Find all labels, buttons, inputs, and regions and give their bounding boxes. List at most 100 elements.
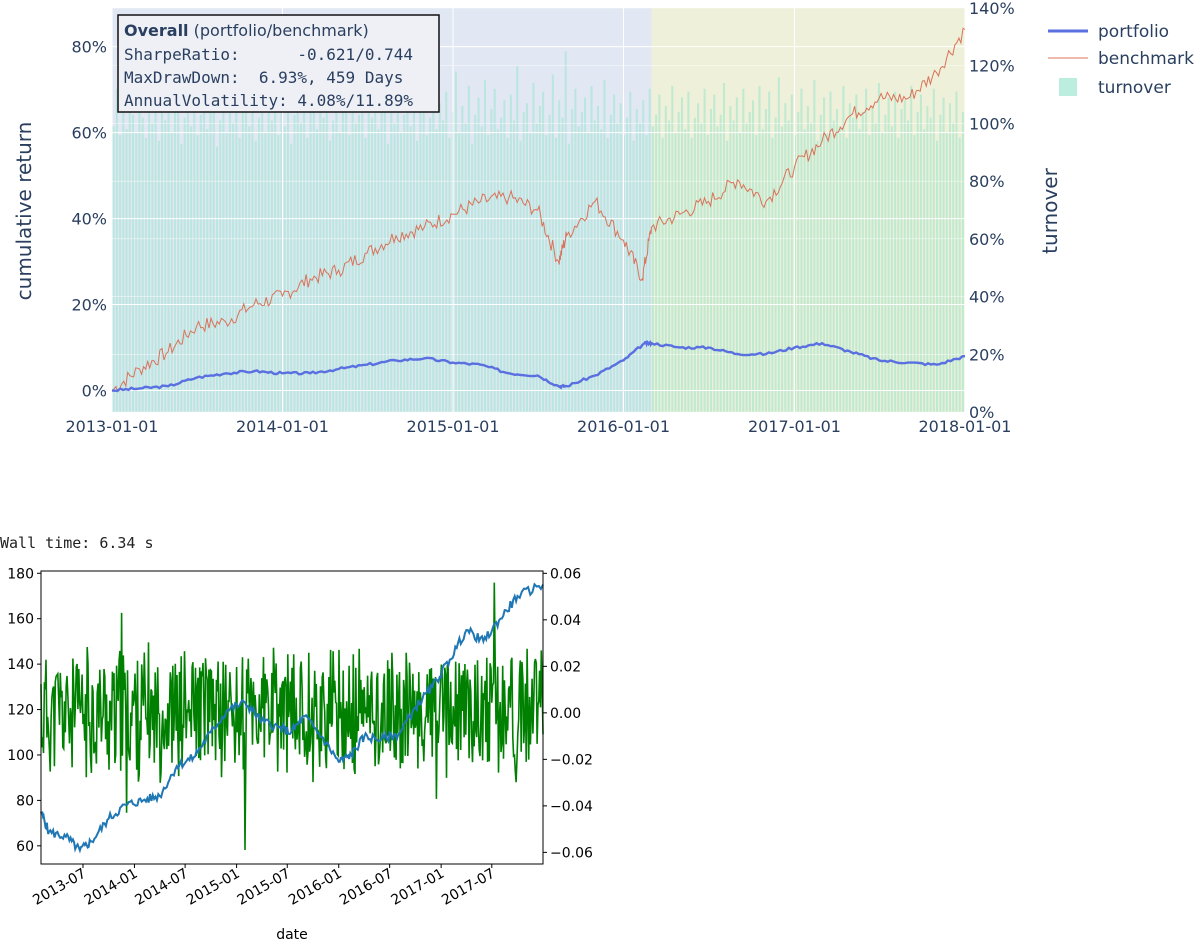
turnover-bar	[638, 123, 641, 412]
turnover-bar	[761, 129, 764, 412]
turnover-bar	[380, 111, 383, 412]
turnover-bar	[438, 103, 441, 412]
x-tick-label: 2017-07	[439, 866, 498, 909]
turnover-bar	[309, 111, 312, 412]
turnover-bar	[571, 109, 574, 412]
turnover-bar	[299, 123, 302, 412]
turnover-bar	[286, 91, 289, 412]
y2-axis-label: turnover	[1038, 167, 1062, 253]
y-tick-label: 80	[16, 793, 34, 809]
turnover-bar	[196, 134, 199, 412]
turnover-bar	[325, 68, 328, 412]
turnover-bar	[690, 137, 693, 412]
turnover-bar	[119, 134, 122, 412]
turnover-bar	[603, 80, 606, 413]
turnover-bar	[907, 120, 910, 413]
bottom-plot-frame	[40, 570, 544, 865]
turnover-bar	[680, 97, 683, 412]
legend[interactable]: portfolio benchmark turnover	[1048, 22, 1194, 98]
turnover-bar	[270, 120, 273, 413]
legend-item-benchmark[interactable]: benchmark	[1048, 49, 1194, 69]
turnover-bar	[845, 137, 848, 412]
turnover-bar	[248, 126, 251, 413]
price-line	[40, 582, 544, 854]
y-tick-label: 80%	[71, 38, 107, 57]
turnover-bar	[758, 85, 761, 413]
bottom-chart: 60 80 100 120 140 160 180 −0.06 −0.04 −0.02 0.00 0…	[7, 566, 593, 943]
turnover-bar	[722, 83, 725, 413]
turnover-bar	[115, 88, 118, 413]
legend-label-benchmark: benchmark	[1098, 49, 1194, 69]
turnover-bar	[141, 117, 144, 413]
turnover-bar	[283, 126, 286, 413]
turnover-bar	[777, 77, 780, 412]
turnover-bar	[525, 103, 528, 412]
turnover-bar	[693, 117, 696, 413]
turnover-bar	[432, 83, 435, 413]
x-tick-label: 2015-07	[235, 866, 294, 909]
y-tick-label: 140	[7, 657, 34, 673]
legend-label-turnover: turnover	[1098, 78, 1171, 98]
turnover-bar	[897, 137, 900, 412]
y-tick-label: 120	[7, 703, 34, 719]
y-tick-label: 0%	[82, 382, 107, 401]
turnover-bar	[871, 106, 874, 412]
turnover-bar	[932, 88, 935, 413]
y2-tick-label: 40%	[969, 288, 1005, 307]
turnover-bar	[199, 114, 202, 413]
turnover-bar	[813, 80, 816, 413]
turnover-bar	[668, 120, 671, 413]
turnover-bar	[832, 120, 835, 413]
turnover-bar	[257, 117, 260, 413]
y-tick-label: 20%	[71, 296, 107, 315]
turnover-bar	[138, 83, 141, 413]
turnover-bar	[587, 132, 590, 413]
turnover-bar	[345, 100, 348, 412]
turnover-bar	[674, 132, 677, 413]
turnover-bar	[503, 100, 506, 412]
turnover-bar	[635, 109, 638, 412]
legend-item-portfolio[interactable]: portfolio	[1048, 22, 1169, 42]
legend-label-portfolio: portfolio	[1098, 22, 1169, 42]
turnover-bar	[448, 137, 451, 412]
turnover-bar	[483, 80, 486, 413]
turnover-bar	[842, 85, 845, 413]
turnover-bar	[157, 140, 160, 412]
turnover-bar	[245, 100, 248, 412]
turnover-bar	[890, 126, 893, 413]
turnover-bar	[177, 94, 180, 413]
turnover-bar	[645, 134, 648, 412]
turnover-bar	[816, 140, 819, 412]
turnover-bar	[513, 120, 516, 413]
benchmark-line-group	[111, 27, 966, 393]
y2-tick-label: 0.02	[550, 659, 581, 675]
turnover-bar	[936, 140, 939, 412]
turnover-bar	[632, 140, 635, 412]
turnover-bar	[868, 134, 871, 412]
legend-item-turnover[interactable]: turnover	[1059, 78, 1171, 98]
turnover-bar	[858, 129, 861, 412]
turnover-bar	[215, 146, 218, 412]
turnover-bar	[793, 134, 796, 412]
turnover-bar	[293, 114, 296, 413]
turnover-bar	[926, 106, 929, 412]
turnover-bar	[341, 109, 344, 412]
turnover-bar	[190, 126, 193, 413]
turnover-bar	[619, 103, 622, 412]
turnover-bar	[493, 88, 496, 413]
turnover-bar	[267, 109, 270, 412]
turnover-bar	[903, 100, 906, 412]
y2-tick-label: 120%	[969, 57, 1015, 76]
turnover-bar	[274, 83, 277, 413]
top-right-axis: 0% 20% 40% 60% 80% 100% 120% 140%	[969, 0, 1015, 422]
turnover-bar	[351, 85, 354, 413]
turnover-bar	[677, 111, 680, 412]
annotation-drawdown: MaxDrawDown: 6.93%, 459 Days	[124, 68, 403, 87]
turnover-bar	[212, 62, 215, 412]
turnover-bar	[742, 88, 745, 413]
turnover-bar	[322, 117, 325, 413]
annotation-sharpe: SharpeRatio: -0.621/0.744	[124, 45, 413, 64]
turnover-bar	[206, 129, 209, 412]
y2-tick-label: 80%	[969, 172, 1005, 191]
y-tick-label: 160	[7, 612, 34, 628]
